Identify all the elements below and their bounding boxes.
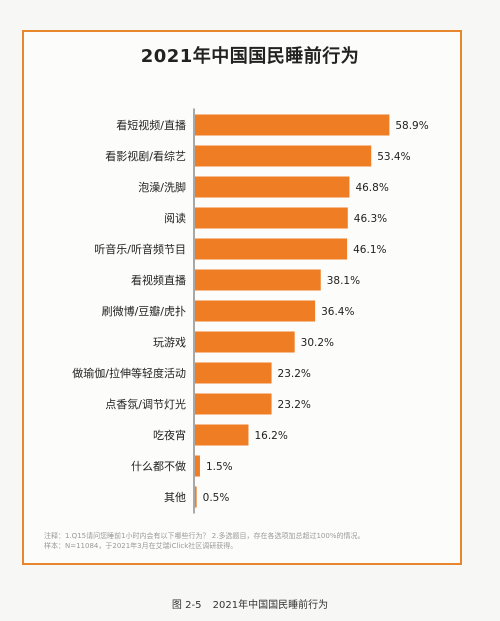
bar (195, 176, 350, 198)
bar (195, 331, 295, 353)
chart-note: 注释：1.Q15请问您睡前1小时内会有以下哪些行为？ 2.多选题目，存在各选项加… (44, 532, 365, 540)
category-label: 看短视频/直播 (116, 118, 186, 132)
category-label: 看影视剧/看综艺 (105, 149, 186, 163)
data-label: 46.1% (353, 244, 386, 256)
data-label: 36.4% (321, 306, 354, 318)
bar (195, 424, 249, 446)
category-label: 其他 (164, 491, 186, 504)
data-label: 38.1% (327, 275, 360, 287)
category-label: 吃夜宵 (153, 428, 186, 442)
bar (195, 455, 200, 477)
category-label: 做瑜伽/拉伸等轻度活动 (72, 366, 186, 380)
category-label: 听音乐/听音频节目 (94, 242, 186, 256)
figure-caption-text: 2021年中国国民睡前行为 (212, 600, 329, 611)
bar (195, 114, 390, 136)
data-label: 46.8% (355, 182, 388, 194)
sample-note: 样本：N=11084，于2021年3月在艾瑞iClick社区调研获得。 (44, 542, 238, 550)
bar (195, 269, 321, 291)
data-label: 30.2% (301, 337, 334, 349)
category-label: 点香氛/调节灯光 (105, 397, 186, 411)
category-label: 刷微博/豆瓣/虎扑 (102, 304, 186, 318)
category-label: 泡澡/洗脚 (138, 180, 186, 194)
category-label: 看视频直播 (131, 273, 186, 287)
bar (195, 207, 348, 229)
bar (195, 393, 272, 415)
bar (195, 238, 348, 260)
bar (195, 300, 316, 322)
figure-number: 图 2-5 (171, 600, 202, 611)
chart-title: 2021年中国国民睡前行为 (140, 46, 360, 67)
figure-caption: 图 2-5 2021年中国国民睡前行为 (0, 596, 500, 611)
data-label: 16.2% (254, 430, 287, 442)
bar (195, 486, 197, 508)
data-label: 46.3% (354, 213, 387, 225)
category-label: 玩游戏 (153, 336, 186, 349)
bar (195, 145, 372, 167)
category-label: 阅读 (164, 211, 186, 225)
category-label: 什么都不做 (131, 459, 186, 473)
data-label: 23.2% (278, 399, 311, 411)
data-label: 53.4% (377, 151, 410, 163)
data-label: 1.5% (206, 461, 233, 473)
data-label: 0.5% (203, 492, 230, 504)
bar (195, 362, 272, 384)
data-label: 58.9% (395, 120, 428, 132)
data-label: 23.2% (278, 368, 311, 380)
